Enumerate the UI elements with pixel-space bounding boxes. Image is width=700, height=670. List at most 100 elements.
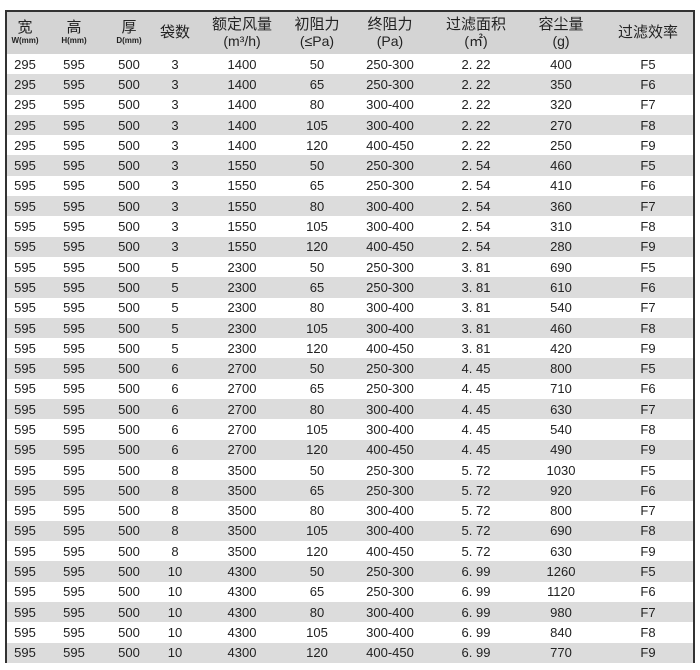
table-cell: F5 xyxy=(603,561,693,582)
table-cell: 630 xyxy=(550,543,572,559)
table-cell: F8 xyxy=(640,219,656,235)
table-cell: 595 xyxy=(14,219,36,235)
table-cell: 4. 45 xyxy=(433,358,519,379)
table-row: 595 595 500 10 4300 50 250-300 6. 99 1260 F5 xyxy=(7,561,693,582)
column-header: 容尘量 (g) xyxy=(519,12,603,54)
table-cell: 3 xyxy=(153,236,197,257)
table-cell: 250-300 xyxy=(366,56,414,72)
table-cell: 105 xyxy=(306,219,328,235)
table-cell: 120 xyxy=(306,340,328,356)
table-cell: 120 xyxy=(287,236,347,257)
table-cell: 10 xyxy=(153,602,197,623)
table-cell: F8 xyxy=(603,317,693,339)
table-cell: 3. 81 xyxy=(461,340,491,356)
header-unit: (Pa) xyxy=(376,33,404,49)
table-cell: 3500 xyxy=(197,520,287,542)
header-label: 过滤面积 xyxy=(445,16,506,33)
header-sub: D(mm) xyxy=(116,36,142,45)
table-row: 595 595 500 8 3500 105 300-400 5. 72 690 F8 xyxy=(7,520,693,542)
table-cell: 300-400 xyxy=(366,97,414,113)
table-row: 295 595 500 3 1400 80 300-400 2. 22 320 F7 xyxy=(7,95,693,115)
column-header: 过滤效率 xyxy=(603,12,693,54)
filter-spec-table-frame: 宽 W(mm) 高 H(mm) 厚 D(mm) 袋数 额定风量 (m³/h) 初阻力 (≤Pa) 终阻… xyxy=(5,10,695,663)
table-cell: 2700 xyxy=(197,358,287,379)
table-cell: 250-300 xyxy=(366,259,414,275)
table-cell: 500 xyxy=(118,381,140,397)
table-cell: 500 xyxy=(105,196,153,217)
table-cell: 595 xyxy=(14,421,36,437)
table-cell: 410 xyxy=(550,178,572,194)
table-row: 595 595 500 6 2700 120 400-450 4. 45 490 F9 xyxy=(7,439,693,460)
table-row: 595 595 500 10 4300 105 300-400 6. 99 840 F8 xyxy=(7,622,693,642)
table-cell: 595 xyxy=(63,137,85,153)
table-cell: 2300 xyxy=(227,259,257,275)
table-cell: 50 xyxy=(309,462,325,478)
table-cell: 595 xyxy=(7,602,43,623)
table-cell: 120 xyxy=(287,642,347,663)
table-cell: 460 xyxy=(519,155,603,176)
table-cell: 595 xyxy=(14,503,36,519)
table-cell: 5. 72 xyxy=(461,543,491,559)
table-cell: 360 xyxy=(519,196,603,217)
header-unit: (㎡) xyxy=(464,33,488,49)
table-cell: 295 xyxy=(14,137,36,153)
table-cell: 80 xyxy=(309,300,325,316)
table-cell: 595 xyxy=(43,277,105,298)
table-cell: 5. 72 xyxy=(433,520,519,542)
table-cell: 1550 xyxy=(197,155,287,176)
table-cell: 595 xyxy=(43,114,105,136)
table-cell: 1400 xyxy=(197,114,287,136)
table-row: 595 595 500 6 2700 65 250-300 4. 45 710 F6 xyxy=(7,379,693,399)
column-header: 宽 W(mm) xyxy=(7,12,43,54)
table-cell: 250-300 xyxy=(347,277,433,298)
table-cell: 690 xyxy=(519,520,603,542)
table-cell: 8 xyxy=(171,543,179,559)
header-label: 厚 xyxy=(121,19,137,36)
table-cell: 630 xyxy=(519,399,603,420)
table-cell: 350 xyxy=(519,74,603,95)
table-cell: 80 xyxy=(287,399,347,420)
table-cell: 65 xyxy=(287,277,347,298)
table-cell: 4. 45 xyxy=(433,439,519,460)
table-row: 295 595 500 3 1400 105 300-400 2. 22 270 F8 xyxy=(7,114,693,136)
table-cell: 2. 54 xyxy=(461,178,491,194)
table-row: 595 595 500 5 2300 120 400-450 3. 81 420 F9 xyxy=(7,338,693,358)
table-cell: 595 xyxy=(14,462,36,478)
table-cell: 4300 xyxy=(197,642,287,663)
table-cell: F9 xyxy=(603,236,693,257)
table-cell: 280 xyxy=(519,236,603,257)
table-cell: 595 xyxy=(43,236,105,257)
table-cell: 770 xyxy=(519,642,603,663)
table-row: 595 595 500 5 2300 80 300-400 3. 81 540 F7 xyxy=(7,298,693,318)
table-cell: 540 xyxy=(550,300,572,316)
table-cell: 595 xyxy=(7,317,43,339)
table-cell: 2700 xyxy=(197,399,287,420)
table-cell: 1400 xyxy=(227,56,257,72)
table-cell: 3 xyxy=(171,219,179,235)
table-row: 595 595 500 6 2700 50 250-300 4. 45 800 F5 xyxy=(7,358,693,379)
table-cell: 2300 xyxy=(197,317,287,339)
header-label: 袋数 xyxy=(159,24,190,41)
table-cell: 105 xyxy=(287,520,347,542)
table-cell: 2300 xyxy=(197,277,287,298)
table-cell: 5. 72 xyxy=(461,462,491,478)
table-cell: 5. 72 xyxy=(433,480,519,501)
table-cell: 595 xyxy=(7,439,43,460)
table-cell: 595 xyxy=(7,480,43,501)
table-cell: 595 xyxy=(63,219,85,235)
table-cell: 4. 45 xyxy=(461,381,491,397)
table-cell: 4300 xyxy=(227,624,257,640)
table-row: 595 595 500 8 3500 50 250-300 5. 72 1030 F5 xyxy=(7,460,693,480)
table-cell: 250 xyxy=(550,137,572,153)
table-cell: 2300 xyxy=(227,300,257,316)
table-cell: F6 xyxy=(640,178,656,194)
header-sub: H(mm) xyxy=(61,36,87,45)
table-cell: 295 xyxy=(7,74,43,95)
table-cell: 6. 99 xyxy=(461,584,491,600)
table-cell: 65 xyxy=(287,480,347,501)
table-cell: 840 xyxy=(550,624,572,640)
table-cell: 2700 xyxy=(227,381,257,397)
table-cell: 65 xyxy=(309,178,325,194)
table-cell: 500 xyxy=(118,421,140,437)
table-cell: F7 xyxy=(640,300,656,316)
